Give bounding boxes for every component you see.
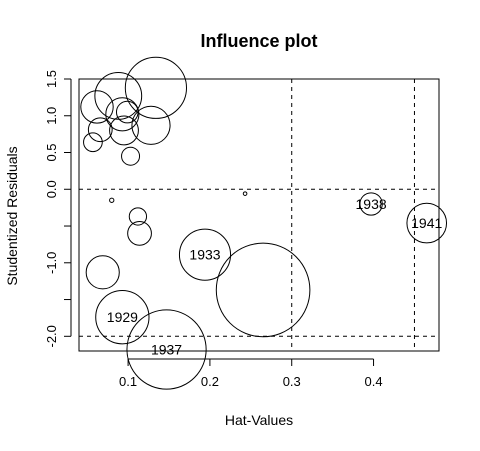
chart-title: Influence plot (201, 31, 318, 51)
point-label: 1937 (151, 342, 182, 358)
data-point (359, 192, 383, 216)
data-point (80, 90, 114, 124)
y-tick-label: -1.0 (44, 252, 59, 274)
plot-frame (78, 78, 440, 352)
data-point (109, 115, 139, 146)
data-point (95, 290, 150, 345)
x-tick-label: 0.2 (201, 374, 219, 389)
data-point (128, 207, 148, 226)
data-point (85, 255, 120, 290)
data-points (80, 56, 448, 390)
x-tick-label: 0.1 (119, 374, 137, 389)
y-tick-label: 1.5 (44, 70, 59, 88)
data-point (105, 97, 140, 132)
data-point (109, 197, 115, 203)
point-label: 1938 (356, 196, 387, 212)
point-label: 1929 (107, 309, 138, 325)
y-axis: -2.0 -1.0 0.0 0.5 1.0 1.5 (44, 70, 72, 348)
data-point (178, 228, 232, 281)
y-tick-label: 1.0 (44, 107, 59, 125)
point-labels: 1929 1937 1933 1938 1941 (107, 196, 443, 358)
y-axis-label: Studentized Residuals (4, 146, 20, 285)
data-point (115, 100, 139, 124)
data-point (131, 105, 171, 145)
data-point (87, 117, 113, 143)
data-point (127, 220, 152, 246)
data-point (94, 72, 143, 120)
data-point (121, 146, 141, 166)
y-tick-label: -2.0 (44, 325, 59, 347)
x-tick-label: 0.3 (283, 374, 301, 389)
data-point (83, 132, 103, 153)
x-axis-label: Hat-Values (225, 412, 293, 428)
y-tick-label: 0.0 (44, 180, 59, 198)
x-tick-label: 0.4 (365, 374, 383, 389)
data-point (215, 242, 311, 338)
x-axis: 0.1 0.2 0.3 0.4 (119, 358, 383, 389)
point-label: 1933 (189, 247, 220, 263)
y-tick-label: 0.5 (44, 143, 59, 161)
data-point (124, 56, 188, 119)
data-point (126, 309, 207, 390)
data-point (242, 191, 248, 196)
data-point (406, 202, 448, 244)
point-label: 1941 (411, 215, 442, 231)
